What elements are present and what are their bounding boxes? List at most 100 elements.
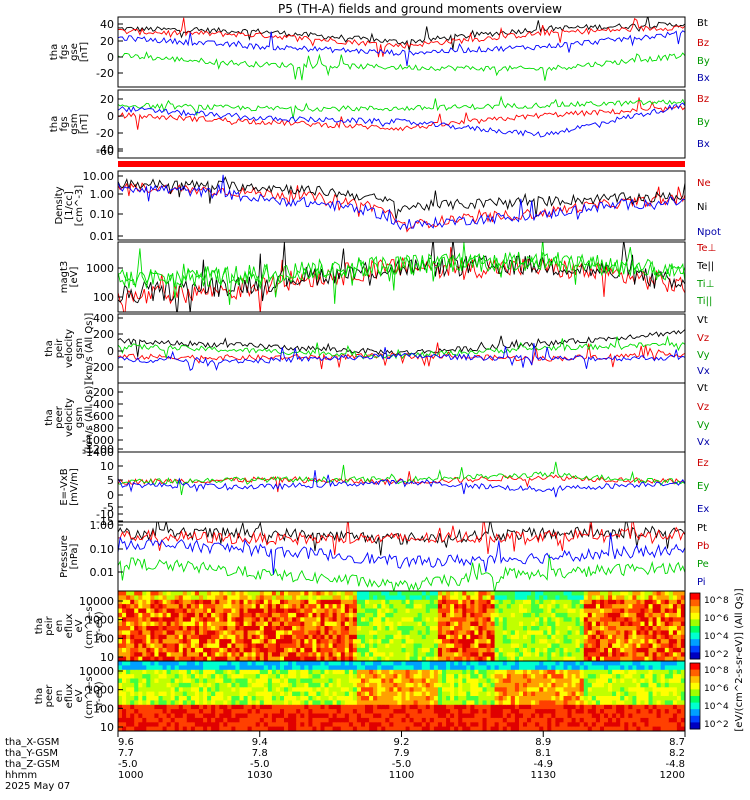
y-axis-label: [km/s (All Qs)] xyxy=(84,382,95,454)
x-tick-label: 9.2 xyxy=(394,737,410,748)
x-row-label: 2025 May 07 xyxy=(5,781,70,792)
y-axis-label: [nT] xyxy=(79,42,90,62)
colorbar-peer_spec: 10^8 10^6 10^4 10^2 xyxy=(689,662,729,730)
legend-entry-By: By xyxy=(697,117,710,128)
y-axis-label: tha xyxy=(49,116,60,132)
legend-entry-Bx: Bx xyxy=(697,73,710,84)
x-tick-label: 7.8 xyxy=(252,748,268,759)
y-axis-label: [1/cc] xyxy=(64,191,75,220)
y-tick-label: -15 xyxy=(96,515,114,528)
y-axis-label: peer xyxy=(54,405,65,429)
colorbar-tick-label: 10^8 xyxy=(704,596,729,606)
y-tick-label: 0 xyxy=(107,110,114,123)
series-line-Ey xyxy=(118,461,685,496)
x-tick-label: 9.4 xyxy=(252,737,268,748)
plot-frame xyxy=(117,89,686,159)
series-line-By xyxy=(118,51,685,81)
legend-entry-Ez: Ez xyxy=(697,458,709,469)
panel-peir_spec: 10^8 10^6 10^4 10^2 10000 1000 100 10 tha peir en e… xyxy=(34,590,729,664)
figure-title: P5 (TH-A) fields and ground moments over… xyxy=(278,2,562,16)
x-tick-label: 1000 xyxy=(118,770,143,781)
panel-peer_velocity: -200-400-600-800-1000-1200-1400 tha peer ve… xyxy=(44,382,710,459)
panel-density: 10.00 1.00 0.10 0.01 Density [1/cc] [cm^-3] Ne N… xyxy=(54,170,721,243)
legend-entry-Ne: Ne xyxy=(697,178,711,189)
legend-entry-Bz: Bz xyxy=(697,94,709,105)
y-tick-label: 10 xyxy=(100,651,114,664)
y-axis-label: Pressure xyxy=(59,535,70,578)
colorbar-tick-label: 10^4 xyxy=(704,632,729,642)
y-axis-label: tha xyxy=(34,688,45,704)
y-axis-label: tha xyxy=(44,340,55,356)
series-line-Vy xyxy=(118,335,685,360)
legend-entry-Te⊥: Te⊥ xyxy=(696,243,716,254)
series-line-Ne xyxy=(118,182,685,233)
y-axis-label: E=-VxB xyxy=(59,468,70,505)
y-tick-label: -1400 xyxy=(82,446,114,459)
y-tick-label: 10.00 xyxy=(83,170,115,183)
series-line-Bz xyxy=(118,17,685,58)
legend-entry-Pi: Pi xyxy=(697,577,706,588)
spectrogram-peer_spec xyxy=(118,661,685,731)
y-tick-label: -800 xyxy=(89,422,114,435)
y-tick-label: 1.00 xyxy=(90,188,115,201)
y-tick-label: 0 xyxy=(107,345,114,358)
y-axis-label: en xyxy=(54,690,65,703)
colorbar-tick-label: 10^2 xyxy=(704,720,729,730)
series-line-Pe xyxy=(118,554,685,591)
legend-entry-Pt: Pt xyxy=(697,523,707,534)
plot-frame xyxy=(117,170,686,241)
y-axis-label: peer xyxy=(44,684,55,708)
x-tick-label: 1100 xyxy=(389,770,414,781)
colorbar-tick-label: 10^6 xyxy=(704,614,729,624)
legend-entry-Bz: Bz xyxy=(697,38,709,49)
y-tick-label: -400 xyxy=(89,398,114,411)
y-tick-label: -200 xyxy=(89,361,114,374)
legend-entry-Bx: Bx xyxy=(697,139,710,150)
x-tick-label: 1200 xyxy=(660,770,685,781)
y-tick-label: 0.01 xyxy=(90,230,115,243)
y-tick-label: 10000 xyxy=(79,595,114,608)
series-line-Vt xyxy=(118,329,685,357)
x-row-label: tha_Z-GSM xyxy=(5,759,60,770)
y-axis-label: tha xyxy=(44,409,55,425)
y-tick-label: -10 xyxy=(96,508,114,521)
y-tick-label: 400 xyxy=(93,312,114,325)
series-line-Vx xyxy=(118,343,685,372)
legend-entry-Vy: Vy xyxy=(697,350,710,361)
y-tick-label: -40 xyxy=(96,143,114,156)
y-axis-label: (cm^2-s- xyxy=(84,672,95,719)
y-tick-label: 40 xyxy=(100,18,114,31)
colorbar-tick-label: 10^2 xyxy=(704,650,729,660)
y-tick-label: 10 xyxy=(100,460,114,473)
plot-frame xyxy=(117,16,686,88)
legend-entry-Vx: Vx xyxy=(697,366,710,377)
series-line-Pt xyxy=(118,522,685,556)
legend-entry-Te||: Te|| xyxy=(696,261,714,272)
x-tick-label: 7.7 xyxy=(118,748,134,759)
y-axis-label: Density xyxy=(54,186,65,224)
series-line-Pb xyxy=(118,522,685,556)
legend-entry-Vx: Vx xyxy=(697,437,710,448)
panel-fgs_gsm: 20 0 -20 -40-60 tha fgs gsm [nT] Bz By Bx xyxy=(49,89,710,159)
panel-peer_spec: 10^8 10^6 10^4 10^2 10000 1000 100 10 tha peer en e… xyxy=(34,660,729,734)
y-axis-label: eV xyxy=(74,689,85,702)
y-axis-label: [mV/m] xyxy=(69,468,80,506)
y-axis-label: (cm^2-s- xyxy=(84,602,95,649)
y-axis-label: velocity xyxy=(64,329,75,368)
y-axis-label: fgs xyxy=(59,44,70,59)
x-tick-label: -5.0 xyxy=(392,759,412,770)
legend-entry-Vt: Vt xyxy=(697,315,708,326)
y-tick-label: 10000 xyxy=(79,665,114,678)
y-axis-label: gsm xyxy=(74,338,85,359)
y-tick-label: 5 xyxy=(107,474,114,487)
legend-entry-Pb: Pb xyxy=(697,541,709,552)
y-tick-label: 1000 xyxy=(86,684,114,697)
y-tick-label: -60 xyxy=(96,145,114,158)
legend-entry-Pe: Pe xyxy=(697,559,709,570)
series-line-Ex xyxy=(118,470,685,498)
y-axis-label: [km/s (All Qs)] xyxy=(84,313,95,385)
series-line-Ti|| xyxy=(118,247,685,305)
series-line-Pi xyxy=(118,532,685,575)
x-tick-label: 9.6 xyxy=(118,737,134,748)
